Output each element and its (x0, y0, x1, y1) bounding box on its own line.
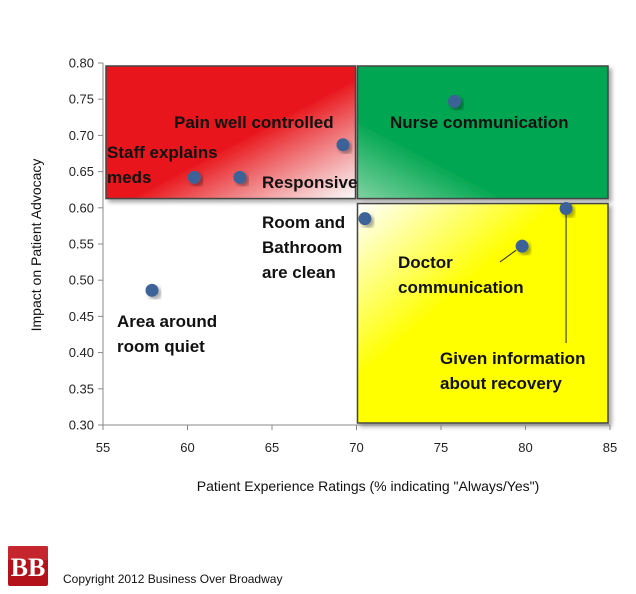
y-tick-label: 0.65 (69, 164, 94, 179)
x-tick-label: 75 (434, 440, 448, 455)
red-quadrant (105, 65, 357, 200)
point-label: Staff explains meds (107, 143, 218, 187)
data-point (358, 212, 372, 226)
point-labels: Staff explains meds Responsive Pain well co… (107, 113, 585, 393)
label-connectors (499, 214, 567, 343)
point-label: Area around room quiet (117, 312, 217, 356)
y-tick-label: 0.50 (69, 273, 94, 288)
point-label: Nurse communication (390, 113, 569, 132)
data-point (559, 202, 573, 216)
data-points (145, 94, 573, 297)
data-point (515, 239, 529, 253)
green-quadrant (356, 65, 609, 200)
axes (98, 62, 611, 430)
logo-letters: BB (11, 553, 46, 582)
x-tick-label: 65 (265, 440, 279, 455)
y-tick-label: 0.80 (69, 56, 94, 71)
data-point (187, 170, 201, 184)
x-tick-label: 55 (96, 440, 110, 455)
x-tick-label: 85 (603, 440, 617, 455)
data-point (233, 170, 247, 184)
point-label: Doctor communication (398, 253, 524, 297)
data-point (336, 138, 350, 152)
business-over-broadway-logo-icon: BB (8, 546, 48, 586)
y-tick-label: 0.60 (69, 200, 94, 215)
tick-labels: 0.30 0.35 0.40 0.45 0.50 0.55 0.60 0.65 0.70 0.75… (69, 56, 618, 456)
x-tick-label: 80 (518, 440, 532, 455)
footer: BB Copyright 2012 Business Over Broadway (8, 546, 408, 586)
point-label: Room and Bathroom are clean (262, 213, 345, 282)
data-point (448, 94, 462, 108)
x-tick-label: 60 (180, 440, 194, 455)
y-tick-label: 0.45 (69, 309, 94, 324)
y-tick-label: 0.55 (69, 237, 94, 252)
y-tick-label: 0.70 (69, 128, 94, 143)
y-tick-label: 0.35 (69, 381, 94, 396)
point-label: Pain well controlled (174, 113, 334, 132)
y-tick-label: 0.40 (69, 345, 94, 360)
y-tick-label: 0.30 (69, 418, 94, 433)
scatter-chart: 0.30 0.35 0.40 0.45 0.50 0.55 0.60 0.65 0.70 0.75… (28, 56, 618, 495)
data-point (145, 283, 159, 297)
copyright-text: Copyright 2012 Business Over Broadway (63, 572, 283, 586)
connector-line (499, 249, 517, 263)
y-tick-label: 0.75 (69, 92, 94, 107)
x-axis-title: Patient Experience Ratings (% indicating… (197, 478, 539, 494)
y-axis-title: Impact on Patient Advocacy (28, 159, 44, 332)
x-tick-label: 70 (349, 440, 363, 455)
point-label: Given information about recovery (440, 349, 585, 393)
point-label: Responsive (262, 173, 357, 192)
